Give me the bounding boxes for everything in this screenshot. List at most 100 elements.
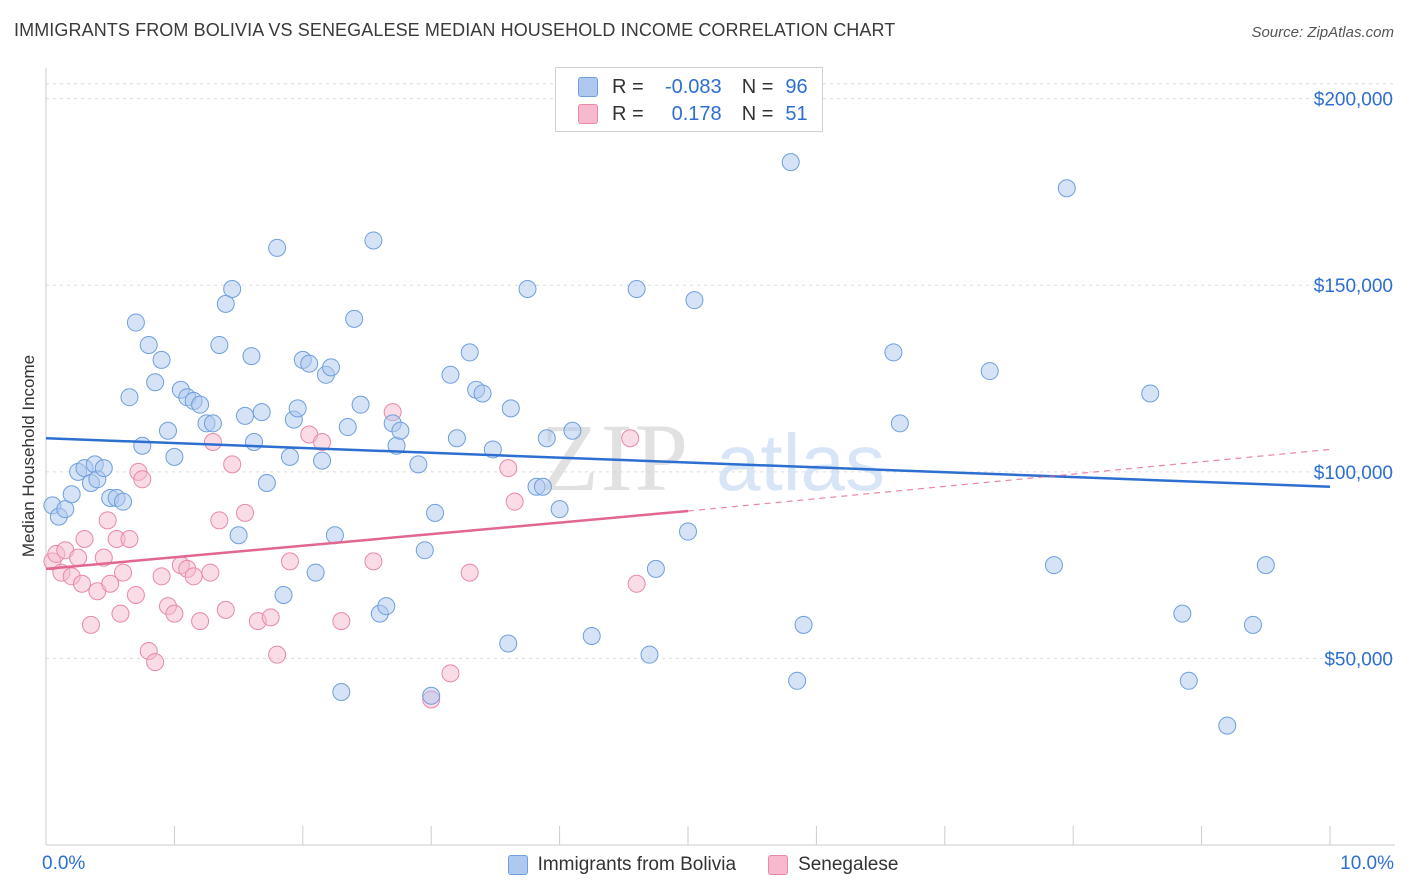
trend-lines [45, 436, 1331, 571]
data-point-senegalese [165, 604, 184, 623]
data-point-senegalese [146, 653, 165, 672]
data-point-senegalese [184, 567, 203, 586]
n-value: 96 [785, 75, 808, 98]
data-point-senegalese [223, 455, 242, 474]
data-point-bolivia [533, 477, 552, 496]
data-point-bolivia [322, 358, 341, 377]
data-point-bolivia [94, 459, 113, 478]
data-point-bolivia [679, 522, 697, 541]
data-point-senegalese [133, 470, 152, 489]
source-label: Source: ZipAtlas.com [1251, 24, 1394, 41]
data-point-senegalese [210, 511, 229, 530]
data-point-senegalese [111, 604, 130, 623]
r-value: -0.083 [664, 75, 722, 98]
data-point-bolivia [120, 388, 139, 407]
data-point-senegalese [621, 429, 640, 448]
data-point-bolivia [447, 429, 466, 448]
watermark-atlas: atlas [716, 418, 885, 507]
data-point-bolivia [203, 414, 222, 433]
y-tick-labels: $50,000 $100,000 $150,000 $200,000 [1314, 90, 1393, 671]
data-point-bolivia [223, 279, 242, 298]
data-point-bolivia [627, 279, 646, 298]
data-point-bolivia [980, 362, 999, 381]
data-point-bolivia [1218, 716, 1237, 735]
y-tick-label: $100,000 [1314, 463, 1393, 484]
data-point-bolivia [422, 686, 441, 705]
data-point-bolivia [332, 683, 351, 701]
data-point-senegalese [201, 563, 220, 582]
data-point-bolivia [146, 373, 165, 392]
data-point-bolivia [216, 294, 235, 313]
data-point-bolivia [114, 492, 133, 511]
data-point-bolivia [300, 354, 319, 373]
data-point-bolivia [582, 627, 601, 646]
stats-row-bolivia: R = -0.083 N = 96 [578, 74, 808, 100]
data-point-bolivia [409, 455, 428, 474]
x-tick-labels: 0.0% 10.0% [42, 853, 1394, 874]
data-point-bolivia [781, 153, 800, 172]
data-point-bolivia [191, 395, 210, 414]
trend-line-senegalese-extension [687, 448, 1331, 512]
data-point-bolivia [1256, 556, 1275, 575]
n-label: N = [741, 75, 774, 98]
chart-title: IMMIGRANTS FROM BOLIVIA VS SENEGALESE ME… [14, 20, 896, 40]
data-point-bolivia [280, 447, 299, 466]
data-point-bolivia [56, 500, 75, 519]
legend-label: Immigrants from Bolivia [537, 854, 737, 875]
data-point-bolivia [252, 403, 271, 422]
data-point-bolivia [210, 335, 229, 354]
data-point-senegalese [81, 615, 100, 634]
legend-item-senegalese[interactable]: Senegalese [768, 854, 898, 876]
data-point-senegalese [268, 645, 287, 664]
bolivia-swatch [507, 855, 528, 875]
data-point-bolivia [133, 436, 152, 455]
data-point-senegalese [236, 503, 255, 522]
data-point-senegalese [216, 600, 235, 619]
data-point-bolivia [499, 634, 518, 653]
data-point-senegalese [75, 530, 94, 548]
y-tick-label: $200,000 [1314, 90, 1393, 111]
data-point-senegalese [364, 552, 383, 571]
data-point-bolivia [646, 559, 665, 578]
data-point-senegalese [261, 608, 280, 627]
data-point-senegalese [191, 612, 210, 631]
data-point-senegalese [280, 552, 299, 571]
senegalese-swatch [768, 855, 789, 875]
data-point-bolivia [483, 440, 502, 459]
data-point-bolivia [890, 414, 909, 433]
data-point-bolivia [1057, 179, 1076, 198]
data-point-bolivia [415, 541, 434, 560]
series-legend: Immigrants from Bolivia Senegalese [0, 852, 1406, 878]
data-point-bolivia [473, 384, 492, 403]
data-point-senegalese [499, 459, 518, 478]
data-point-bolivia [441, 365, 460, 384]
data-point-bolivia [338, 418, 357, 437]
data-point-senegalese [101, 574, 120, 593]
data-point-bolivia [313, 451, 332, 470]
data-point-senegalese [126, 585, 145, 604]
grid-lines [46, 83, 1395, 659]
data-point-bolivia [152, 350, 171, 369]
data-point-bolivia [1044, 556, 1063, 575]
legend-item-bolivia[interactable]: Immigrants from Bolivia [507, 854, 737, 876]
data-point-bolivia [1243, 615, 1262, 634]
data-point-bolivia [537, 429, 556, 448]
data-point-senegalese [203, 432, 222, 451]
data-point-senegalese [98, 511, 117, 530]
data-point-bolivia [126, 313, 145, 332]
r-label: R = [612, 102, 644, 125]
trend-line-bolivia [45, 436, 1331, 489]
data-point-bolivia [345, 309, 364, 328]
data-point-bolivia [501, 399, 520, 418]
data-point-bolivia [640, 645, 659, 664]
data-point-bolivia [391, 421, 410, 440]
data-point-senegalese [72, 574, 91, 593]
data-point-bolivia [242, 347, 261, 366]
data-point-senegalese [120, 530, 139, 548]
data-point-bolivia [685, 291, 704, 310]
data-point-bolivia [306, 563, 325, 582]
data-point-bolivia [62, 485, 81, 504]
x-tick-label: 0.0% [42, 853, 85, 874]
senegalese-swatch [578, 104, 598, 124]
